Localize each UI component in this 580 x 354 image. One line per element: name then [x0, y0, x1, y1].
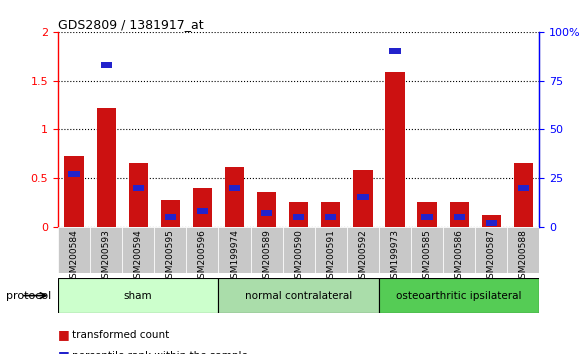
Bar — [58, 227, 90, 273]
Bar — [481, 215, 501, 227]
Bar — [161, 200, 180, 227]
Bar — [443, 227, 475, 273]
Bar — [229, 185, 240, 190]
Text: GDS2809 / 1381917_at: GDS2809 / 1381917_at — [58, 18, 204, 31]
Bar — [450, 202, 469, 227]
Bar — [96, 108, 116, 227]
Bar — [90, 227, 122, 273]
Bar — [58, 278, 219, 313]
Bar — [454, 214, 465, 220]
Bar — [508, 227, 539, 273]
Bar — [122, 227, 154, 273]
Text: GSM200586: GSM200586 — [455, 229, 463, 284]
Bar — [289, 202, 309, 227]
Bar — [475, 227, 508, 273]
Text: GSM200587: GSM200587 — [487, 229, 496, 284]
Bar — [321, 202, 340, 227]
Bar — [389, 48, 401, 54]
Text: GSM200596: GSM200596 — [198, 229, 207, 284]
Bar — [64, 156, 84, 227]
Text: GSM200588: GSM200588 — [519, 229, 528, 284]
Bar — [68, 171, 79, 177]
Bar — [225, 167, 244, 227]
Bar — [293, 214, 304, 220]
Text: normal contralateral: normal contralateral — [245, 291, 352, 301]
Text: GSM199973: GSM199973 — [390, 229, 400, 284]
Bar — [165, 214, 176, 220]
Bar — [219, 227, 251, 273]
Text: GSM200593: GSM200593 — [102, 229, 111, 284]
Bar — [133, 185, 144, 190]
Bar — [219, 278, 379, 313]
Bar — [485, 220, 497, 225]
Bar — [518, 185, 529, 190]
Bar — [315, 227, 347, 273]
Text: protocol: protocol — [6, 291, 51, 301]
Bar — [514, 163, 533, 227]
Bar — [325, 214, 336, 220]
Bar — [422, 214, 433, 220]
Text: GSM200594: GSM200594 — [134, 229, 143, 284]
Bar — [197, 208, 208, 214]
Bar — [261, 210, 272, 216]
Bar — [129, 163, 148, 227]
Bar — [251, 227, 282, 273]
Bar — [353, 170, 372, 227]
Bar — [347, 227, 379, 273]
Bar — [385, 72, 405, 227]
Text: GSM200589: GSM200589 — [262, 229, 271, 284]
Bar — [154, 227, 186, 273]
Text: percentile rank within the sample: percentile rank within the sample — [72, 351, 248, 354]
Text: GSM199974: GSM199974 — [230, 229, 239, 284]
Text: GSM200584: GSM200584 — [70, 229, 78, 284]
Bar — [357, 194, 368, 200]
Text: GSM200595: GSM200595 — [166, 229, 175, 284]
Text: ■: ■ — [58, 328, 70, 341]
Bar — [257, 193, 276, 227]
Bar — [282, 227, 315, 273]
Text: osteoarthritic ipsilateral: osteoarthritic ipsilateral — [396, 291, 522, 301]
Bar — [193, 188, 212, 227]
Bar — [100, 62, 112, 68]
Bar — [379, 278, 539, 313]
Text: GSM200585: GSM200585 — [423, 229, 432, 284]
Text: GSM200591: GSM200591 — [327, 229, 335, 284]
Text: GSM200592: GSM200592 — [358, 229, 367, 284]
Text: sham: sham — [124, 291, 153, 301]
Text: ■: ■ — [58, 349, 70, 354]
Text: transformed count: transformed count — [72, 330, 170, 339]
Text: GSM200590: GSM200590 — [294, 229, 303, 284]
Bar — [379, 227, 411, 273]
Bar — [411, 227, 443, 273]
Bar — [418, 202, 437, 227]
Bar — [186, 227, 219, 273]
